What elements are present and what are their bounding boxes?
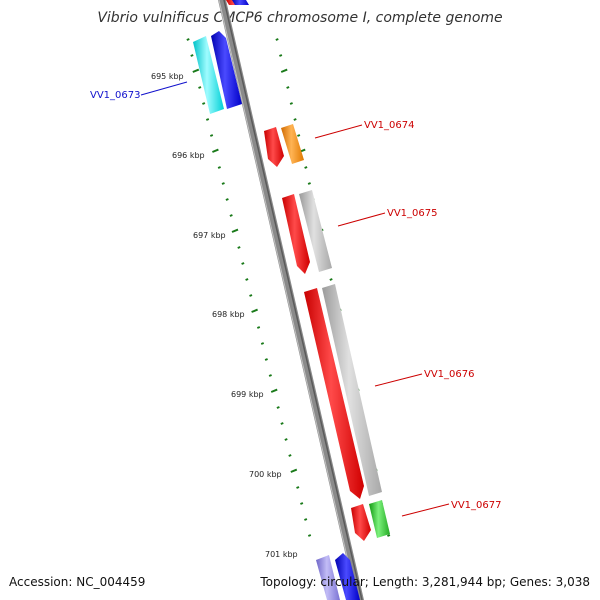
kbp-label: 699 kbp [231, 390, 264, 399]
tick-mark [280, 68, 288, 73]
tick-mark [297, 134, 301, 137]
gene-arrow-orange [281, 124, 304, 164]
gene-label-vv1-0674[interactable]: VV1_0674 [364, 120, 415, 131]
tick-mark [284, 438, 288, 441]
gene-arrow-vv1-0677-red [351, 504, 371, 541]
gene-features [193, 0, 390, 600]
tick-mark [225, 198, 229, 201]
tick-mark [209, 134, 214, 137]
gene-label-vv1-0675[interactable]: VV1_0675 [387, 208, 438, 219]
tick-mark [264, 358, 268, 361]
gene-arrow-bottom-lavender [316, 555, 340, 600]
tick-mark [260, 342, 265, 345]
tick-mark [307, 182, 311, 185]
tick-mark [290, 468, 298, 473]
tick-mark [280, 422, 284, 425]
tick-mark [237, 246, 241, 249]
gene-arrow-vv1-0674-red [264, 127, 284, 167]
kbp-label: 697 kbp [193, 231, 226, 240]
tick-mark [249, 294, 253, 297]
tick-mark [245, 278, 249, 281]
tick-mark [387, 534, 391, 537]
gene-arrow-vv1-0675-red [282, 194, 310, 274]
gene-label-vv1-0677[interactable]: VV1_0677 [451, 500, 502, 511]
tick-mark [276, 406, 280, 409]
gene-arrow-gray-0675 [299, 190, 332, 272]
tick-mark [329, 278, 333, 281]
tick-mark [205, 118, 210, 121]
chromosome-backbone [218, 0, 364, 600]
tick-mark [251, 308, 258, 313]
kbp-labels: 695 kbp 696 kbp 697 kbp 698 kbp 699 kbp … [151, 72, 298, 559]
tick-mark [289, 102, 293, 105]
tick-mark [268, 374, 272, 377]
tick-mark [307, 534, 312, 537]
tick-mark [192, 68, 200, 73]
tick-mark [279, 54, 283, 57]
tick-mark [212, 148, 219, 153]
tick-mark [186, 38, 190, 41]
tick-mark [221, 182, 225, 185]
tick-mark [198, 86, 202, 89]
gene-arrow-cyan [193, 36, 224, 114]
tick-mark [288, 454, 292, 457]
tick-mark [217, 166, 221, 169]
kbp-label: 696 kbp [172, 151, 205, 160]
tick-mark [304, 166, 308, 169]
gene-arrow-vv1-0673 [211, 31, 242, 109]
genome-info-text: Topology: circular; Length: 3,281,944 bp… [260, 575, 590, 589]
kbp-label: 701 kbp [265, 550, 298, 559]
tick-mark [296, 486, 300, 489]
map-title: Vibrio vulnificus CMCP6 chromosome I, co… [97, 10, 503, 26]
tick-mark [286, 86, 290, 89]
gene-label-vv1-0676[interactable]: VV1_0676 [424, 369, 475, 380]
tick-mark [275, 38, 279, 41]
tick-mark [190, 54, 194, 57]
accession-text: Accession: NC_004459 [9, 575, 146, 589]
tick-mark [293, 118, 297, 121]
kbp-label: 700 kbp [249, 470, 282, 479]
tick-mark [202, 102, 206, 105]
kbp-label: 695 kbp [151, 72, 184, 81]
tick-mark [256, 326, 261, 329]
tick-mark [241, 262, 245, 265]
gene-arrow-bottom-blue [335, 553, 360, 600]
gene-arrow-gray-0676 [322, 284, 382, 496]
tick-mark [304, 518, 308, 521]
gene-arrow-top-blue [232, 0, 249, 5]
tick-mark [300, 502, 304, 505]
gene-callouts: VV1_0673 VV1_0674 VV1_0675 VV1_0676 VV1_… [90, 81, 502, 517]
tick-mark [231, 228, 239, 233]
gene-arrow-green [369, 500, 390, 538]
gene-label-vv1-0673[interactable]: VV1_0673 [90, 90, 141, 101]
tick-mark [229, 214, 233, 217]
tick-mark [270, 388, 278, 393]
kbp-label: 698 kbp [212, 310, 245, 319]
gene-arrow-vv1-0676-red [304, 288, 364, 499]
